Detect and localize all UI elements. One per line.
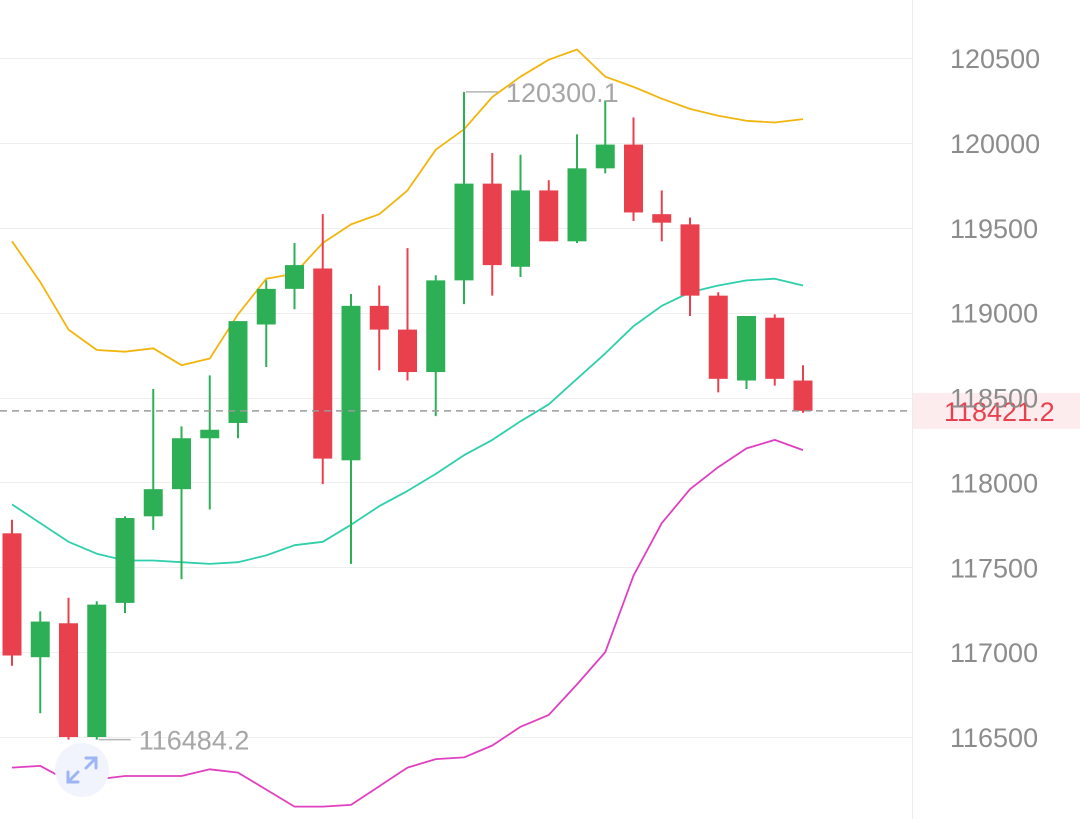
candle-up[interactable]	[30, 611, 50, 714]
boll-lower-line	[11, 438, 804, 808]
y-tick-label: 119500	[950, 214, 1038, 244]
boll-upper-line	[11, 48, 804, 367]
candle-up[interactable]	[737, 316, 756, 390]
current-price-label: 118421.2	[944, 397, 1055, 427]
candle-body	[624, 144, 643, 213]
grid-lines	[0, 58, 912, 738]
candle-down[interactable]	[652, 190, 672, 242]
candle-body	[567, 168, 587, 242]
candle-up[interactable]	[228, 321, 248, 439]
candle-up[interactable]	[256, 280, 276, 367]
candle-body	[59, 623, 78, 737]
candle-body	[256, 288, 276, 325]
bollinger-bands	[11, 48, 804, 808]
candle-body	[398, 329, 417, 373]
y-axis-ticks: 116500 117000 117500 118000 118500 119000 1195…	[950, 44, 1040, 753]
current-price-badge	[913, 392, 1080, 429]
candle-body	[454, 183, 474, 281]
candle-body	[539, 190, 559, 242]
candle-up[interactable]	[511, 154, 530, 277]
extreme-markers: 120300.1 116484.2	[98, 78, 619, 756]
candle-body	[426, 280, 446, 373]
low-marker-label: 116484.2	[139, 726, 250, 756]
candle-body	[87, 604, 107, 737]
candle-up[interactable]	[115, 516, 135, 614]
y-tick-label: 118500	[950, 384, 1038, 414]
y-tick-label: 119000	[950, 299, 1038, 329]
candle-down[interactable]	[59, 597, 78, 740]
candle-body	[737, 316, 756, 381]
candle-down[interactable]	[680, 217, 700, 317]
candle-down[interactable]	[765, 314, 785, 386]
candle-body	[115, 518, 135, 603]
candle-down[interactable]	[539, 180, 559, 242]
candle-up[interactable]	[567, 134, 587, 244]
candle-body	[228, 321, 248, 423]
candle-body	[482, 183, 502, 266]
candle-body	[765, 317, 785, 379]
candle-up[interactable]	[285, 243, 304, 310]
high-marker-label: 120300.1	[506, 78, 619, 108]
candle-body	[172, 438, 191, 490]
candle-up[interactable]	[200, 375, 220, 510]
candle-body	[313, 268, 333, 459]
y-tick-label: 117000	[950, 638, 1038, 668]
candle-body	[511, 190, 530, 267]
candle-down[interactable]	[624, 117, 643, 221]
candle-down[interactable]	[313, 214, 333, 485]
candle-up[interactable]	[87, 601, 107, 740]
candle-body	[793, 380, 813, 411]
expand-icon-bg	[55, 743, 109, 797]
y-tick-label: 117500	[950, 553, 1038, 583]
candle-down[interactable]	[2, 519, 22, 666]
candle-body	[369, 305, 389, 330]
candle-down[interactable]	[793, 365, 813, 413]
candle-up[interactable]	[426, 275, 446, 417]
candle-body	[143, 489, 163, 517]
candle-body	[285, 265, 304, 289]
candles[interactable]	[2, 91, 813, 740]
y-tick-label: 120000	[950, 129, 1040, 159]
expand-arrows-icon[interactable]	[55, 743, 109, 797]
candle-body	[708, 295, 728, 379]
candle-body	[652, 214, 672, 223]
candle-down[interactable]	[369, 285, 389, 371]
candle-body	[30, 621, 50, 658]
current-price-marker: 118421.2	[0, 392, 1080, 429]
candle-body	[595, 144, 615, 169]
candle-body	[341, 305, 361, 461]
boll-middle-line	[11, 277, 804, 565]
candle-up[interactable]	[172, 426, 191, 580]
expand-arrows-icon[interactable]	[66, 756, 98, 784]
candle-body	[2, 533, 22, 656]
y-tick-label: 116500	[950, 723, 1038, 753]
y-tick-label: 120500	[950, 44, 1040, 74]
candle-body	[680, 224, 700, 296]
y-tick-label: 118000	[950, 468, 1038, 498]
candle-up[interactable]	[595, 100, 615, 174]
candle-up[interactable]	[454, 91, 474, 305]
candle-up[interactable]	[143, 389, 163, 530]
candle-body	[200, 429, 220, 439]
candle-down[interactable]	[482, 153, 502, 296]
candle-up[interactable]	[341, 293, 361, 564]
candle-down[interactable]	[398, 248, 417, 381]
candle-down[interactable]	[708, 292, 728, 393]
